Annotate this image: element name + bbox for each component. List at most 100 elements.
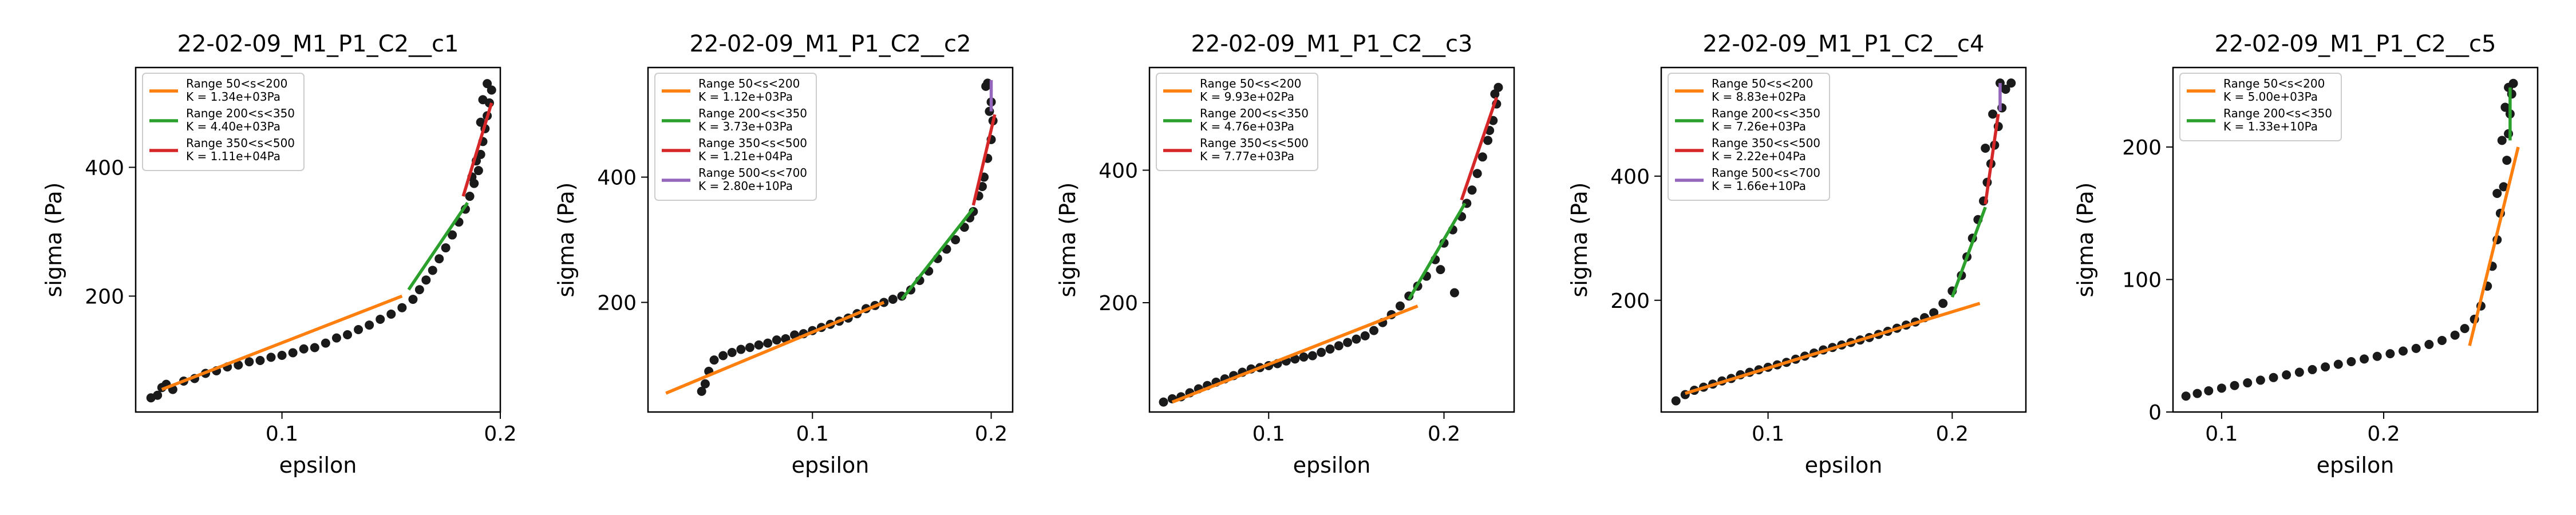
legend-box bbox=[654, 73, 817, 201]
data-point bbox=[473, 166, 483, 176]
fit-line bbox=[1407, 202, 1467, 300]
data-point bbox=[763, 338, 773, 348]
data-point bbox=[1317, 347, 1326, 357]
data-point bbox=[421, 275, 431, 285]
data-point bbox=[981, 81, 991, 91]
data-layer bbox=[146, 79, 496, 403]
x-tick-label: 0.1 bbox=[796, 422, 829, 446]
legend-label: Range 50<s<200 bbox=[698, 77, 800, 90]
data-point bbox=[1360, 331, 1370, 340]
data-point bbox=[2282, 370, 2291, 380]
data-point bbox=[331, 333, 341, 343]
x-tick-label: 0.2 bbox=[484, 422, 516, 446]
data-layer bbox=[1159, 82, 1503, 407]
legend-k-value: K = 8.83e+02Pa bbox=[1712, 90, 1806, 104]
legend-k-value: K = 7.26e+03Pa bbox=[1712, 120, 1806, 133]
y-tick-label: 400 bbox=[1099, 159, 1138, 183]
fit-line bbox=[665, 300, 885, 395]
data-point bbox=[2243, 378, 2253, 388]
x-tick-label: 0.2 bbox=[2367, 422, 2400, 446]
y-tick-label: 200 bbox=[1099, 292, 1138, 315]
data-point bbox=[2460, 324, 2470, 334]
data-point bbox=[277, 350, 287, 360]
data-point bbox=[2217, 383, 2226, 393]
y-axis-label: sigma (Pa) bbox=[2073, 182, 2098, 297]
legend-box bbox=[1668, 73, 1830, 201]
data-point bbox=[2411, 343, 2421, 353]
x-tick-label: 0.1 bbox=[1752, 422, 1784, 446]
data-layer bbox=[1671, 78, 2016, 406]
data-point bbox=[1988, 109, 1998, 119]
data-point bbox=[434, 254, 444, 264]
legend-label: Range 350<s<500 bbox=[186, 136, 295, 150]
y-axis-label: sigma (Pa) bbox=[1567, 182, 1592, 297]
legend-label: Range 350<s<500 bbox=[1200, 136, 1309, 150]
data-point bbox=[2346, 357, 2356, 367]
legend-k-value: K = 1.66e+10Pa bbox=[1712, 179, 1806, 193]
data-point bbox=[2499, 182, 2508, 192]
plot-frame bbox=[135, 66, 501, 413]
legend-label: Range 350<s<500 bbox=[1712, 136, 1820, 150]
data-point bbox=[1467, 185, 1477, 195]
data-point bbox=[342, 330, 352, 339]
data-point bbox=[1352, 334, 1361, 344]
data-point bbox=[951, 235, 961, 244]
legend-label: Range 50<s<200 bbox=[1200, 77, 1301, 90]
data-point bbox=[2497, 136, 2507, 145]
data-point bbox=[718, 351, 728, 360]
data-point bbox=[386, 309, 396, 319]
data-point bbox=[1483, 136, 1493, 145]
legend-label: Range 350<s<500 bbox=[698, 136, 807, 150]
y-tick-label: 400 bbox=[85, 156, 124, 180]
legend-label: Range 500<s<700 bbox=[1712, 166, 1820, 180]
legend-k-value: K = 1.11e+04Pa bbox=[186, 149, 280, 163]
legend-label: Range 50<s<200 bbox=[2223, 77, 2325, 90]
chart-title: 22-02-09_M1_P1_C2__c4 bbox=[1703, 31, 1985, 57]
data-point bbox=[1299, 352, 1309, 362]
data-point bbox=[310, 343, 319, 352]
data-point bbox=[2399, 346, 2408, 356]
data-point bbox=[321, 338, 330, 348]
legend-k-value: K = 2.22e+04Pa bbox=[1712, 149, 1806, 163]
data-point bbox=[2504, 129, 2514, 138]
plot-frame bbox=[1660, 66, 2027, 413]
data-point bbox=[888, 294, 898, 304]
data-point bbox=[465, 192, 475, 201]
y-axis-label: sigma (Pa) bbox=[554, 182, 579, 297]
chart-panel: 22-02-09_M1_P1_C2__c2 0.1 0.2 200 400 epsilon… bbox=[554, 31, 1014, 478]
fit-line bbox=[2468, 146, 2520, 346]
y-tick-label: 100 bbox=[2122, 268, 2162, 292]
x-tick-label: 0.1 bbox=[266, 422, 298, 446]
data-point bbox=[1929, 308, 1939, 318]
data-point bbox=[2001, 84, 2010, 94]
data-point bbox=[2372, 351, 2382, 361]
data-point bbox=[697, 386, 706, 396]
data-point bbox=[408, 295, 418, 304]
legend-k-value: K = 2.80e+10Pa bbox=[698, 179, 793, 193]
legend-box bbox=[1156, 73, 1318, 171]
data-point bbox=[2006, 78, 2016, 88]
data-layer bbox=[2181, 78, 2520, 401]
data-point bbox=[754, 340, 764, 350]
data-point bbox=[244, 357, 254, 367]
y-axis-label: sigma (Pa) bbox=[41, 182, 66, 297]
data-point bbox=[2255, 375, 2265, 385]
legend-k-value: K = 1.12e+03Pa bbox=[698, 90, 793, 104]
data-point bbox=[2333, 359, 2343, 369]
chart-title: 22-02-09_M1_P1_C2__c2 bbox=[690, 31, 971, 57]
x-axis-label: epsilon bbox=[279, 453, 357, 478]
chart-title: 22-02-09_M1_P1_C2__c5 bbox=[2215, 31, 2496, 57]
data-point bbox=[2450, 330, 2460, 340]
chart-title: 22-02-09_M1_P1_C2__c3 bbox=[1191, 31, 1473, 57]
data-point bbox=[1671, 396, 1681, 406]
data-point bbox=[376, 314, 385, 324]
data-point bbox=[1477, 152, 1487, 162]
data-point bbox=[2500, 102, 2510, 112]
legend-k-value: K = 1.34e+03Pa bbox=[186, 90, 280, 104]
fit-line bbox=[971, 114, 997, 206]
fit-line bbox=[1984, 113, 2000, 205]
